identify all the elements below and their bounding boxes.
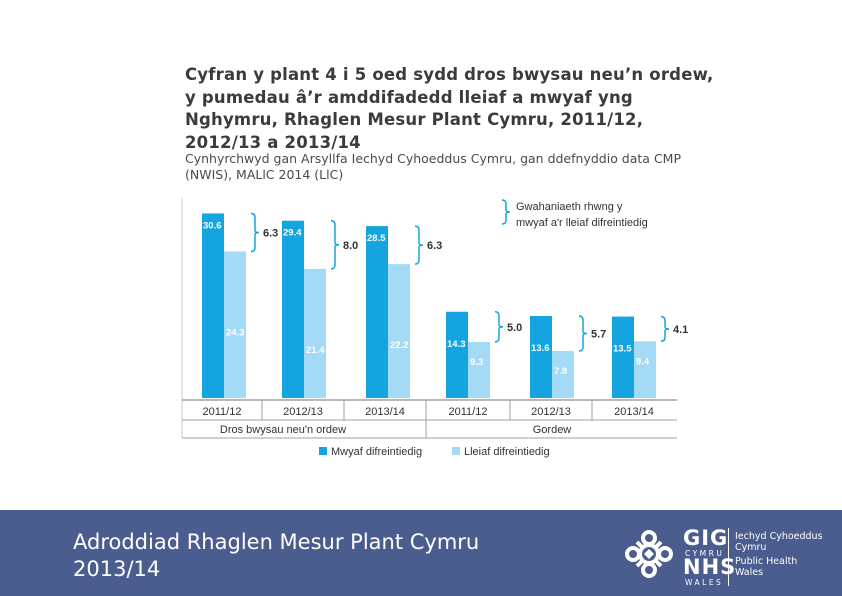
org-name-english: Public Health Wales: [735, 556, 797, 578]
report-title-line2: 2013/14: [73, 557, 161, 581]
bar-least-deprived: [468, 341, 490, 398]
brace-legend-icon: [501, 199, 511, 225]
data-label-most: 29.4: [283, 228, 302, 239]
org-english-line2: Wales: [735, 567, 764, 578]
brace-legend-line2: mwyaf a'r lleiaf difreintiedig: [516, 217, 648, 229]
data-label-most: 30.6: [203, 220, 222, 231]
difference-label: 5.7: [591, 328, 606, 340]
legend-label-least: Lleiaf difreintiedig: [464, 446, 550, 458]
org-welsh-line2: Cymru: [735, 542, 767, 553]
data-label-least: 9.3: [470, 357, 483, 368]
data-label-most: 13.5: [613, 344, 632, 355]
brace-legend-line1: Gwahaniaeth rhwng y: [516, 201, 623, 213]
group-label: Dros bwysau neu'n ordew: [220, 424, 346, 436]
difference-brace: [330, 219, 340, 270]
celtic-knot-icon: [625, 530, 673, 578]
logo-nhs-text: NHS: [683, 555, 737, 579]
data-label-most: 28.5: [367, 233, 386, 244]
footer-banner: Adroddiad Rhaglen Mesur Plant Cymru 2013…: [0, 510, 842, 596]
difference-label: 6.3: [427, 240, 442, 252]
logo-gig-text: GIG: [683, 526, 729, 550]
bar-most-deprived: [612, 316, 634, 398]
legend-swatch-most: [319, 447, 327, 455]
logo-wales-text: WALES: [685, 578, 724, 587]
difference-brace: [494, 311, 504, 343]
x-tick-label: 2012/13: [283, 406, 323, 418]
bar-most-deprived: [366, 226, 388, 398]
bar-most-deprived: [446, 311, 468, 398]
x-tick-label: 2012/13: [531, 406, 571, 418]
org-welsh-line1: Iechyd Cyhoeddus: [735, 531, 823, 542]
bar-least-deprived: [224, 251, 246, 398]
difference-label: 6.3: [263, 227, 278, 239]
org-name-welsh: Iechyd Cyhoeddus Cymru: [735, 531, 823, 553]
org-english-line1: Public Health: [735, 556, 798, 567]
bar-least-deprived: [634, 341, 656, 398]
data-label-least: 22.2: [390, 340, 409, 351]
bar-most-deprived: [202, 213, 224, 398]
bar-least-deprived: [304, 268, 326, 398]
difference-label: 4.1: [673, 324, 688, 336]
difference-brace: [660, 315, 670, 343]
report-title: Adroddiad Rhaglen Mesur Plant Cymru 2013…: [73, 529, 479, 583]
bar-most-deprived: [530, 315, 552, 398]
data-label-most: 14.3: [447, 339, 466, 350]
chart-title: Cyfran y plant 4 i 5 oed sydd dros bwysa…: [185, 65, 714, 152]
logo-divider: [728, 528, 729, 586]
data-label-least: 9.4: [636, 356, 650, 367]
bar-most-deprived: [282, 220, 304, 398]
x-tick-label: 2013/14: [614, 406, 654, 418]
chart-subtitle: Cynhyrchwyd gan Arsyllfa Iechyd Cyhoeddu…: [185, 151, 681, 182]
legend-label-most: Mwyaf difreintiedig: [331, 446, 422, 458]
bar-chart: 30.6 24.3 6.3 29.4 21.4 8.0 28.5 22.2 6.3 14.3 9.3…: [181, 198, 688, 458]
bar-least-deprived: [388, 264, 410, 398]
logo-cymru-text: CYMRU: [685, 549, 725, 558]
data-label-least: 21.4: [306, 345, 325, 356]
legend-swatch-least: [452, 447, 460, 455]
difference-label: 8.0: [343, 240, 358, 252]
bar-least-deprived: [552, 350, 574, 398]
data-label-most: 13.6: [531, 343, 550, 354]
data-label-least: 24.3: [226, 327, 245, 338]
x-tick-label: 2011/12: [203, 406, 242, 418]
difference-brace: [414, 225, 424, 265]
difference-brace: [578, 315, 588, 352]
data-label-least: 7.8: [554, 366, 567, 377]
report-title-line1: Adroddiad Rhaglen Mesur Plant Cymru: [73, 530, 480, 554]
x-tick-label: 2013/14: [365, 406, 405, 418]
difference-brace: [250, 212, 260, 253]
x-tick-label: 2011/12: [449, 406, 488, 418]
difference-label: 5.0: [507, 322, 522, 334]
group-label: Gordew: [533, 424, 572, 436]
